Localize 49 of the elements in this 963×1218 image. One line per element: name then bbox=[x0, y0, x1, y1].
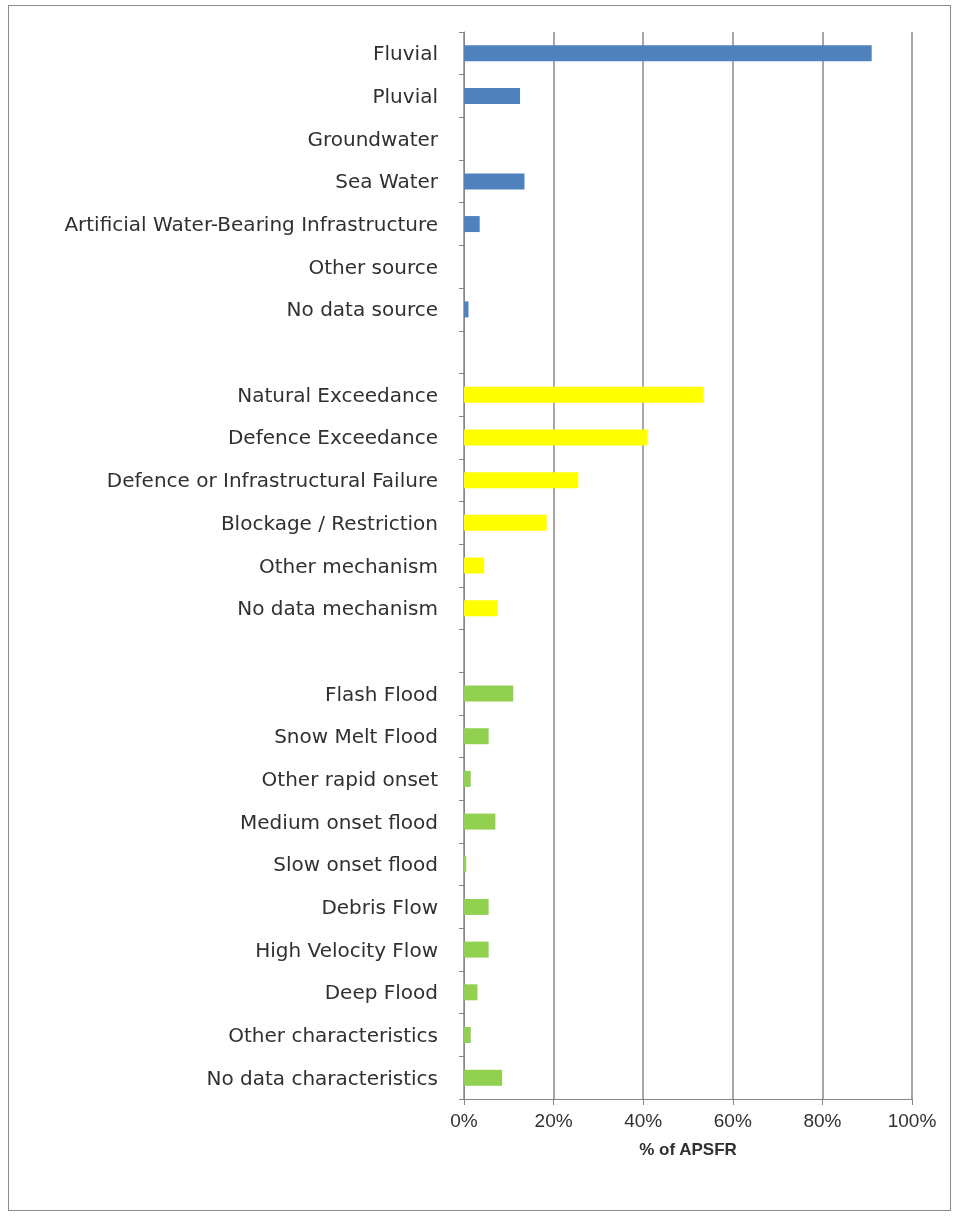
y-tick-label: High Velocity Flow bbox=[255, 937, 438, 962]
y-tick-label: Artificial Water-Bearing Infrastructure bbox=[64, 212, 438, 237]
x-tick-label: 40% bbox=[624, 1110, 663, 1131]
y-tick-label: Other characteristics bbox=[228, 1022, 438, 1047]
x-tick-label: 100% bbox=[887, 1110, 937, 1131]
bar bbox=[464, 813, 496, 830]
y-tick-label: No data characteristics bbox=[206, 1065, 438, 1090]
y-tick-label: Sea Water bbox=[335, 169, 439, 194]
bar bbox=[464, 984, 478, 1001]
y-tick-label: Snow Melt Flood bbox=[274, 724, 438, 749]
bar bbox=[464, 514, 547, 531]
bar bbox=[464, 685, 514, 702]
y-tick-label: No data mechanism bbox=[237, 596, 438, 621]
y-tick-label: Other source bbox=[308, 254, 438, 279]
y-tick-label: Fluvial bbox=[373, 41, 438, 66]
y-tick-label: Slow onset flood bbox=[273, 852, 438, 877]
y-tick-label: Flash Flood bbox=[325, 681, 438, 706]
y-tick-label: No data source bbox=[286, 297, 438, 322]
x-axis-title: % of APSFR bbox=[639, 1140, 737, 1159]
bar bbox=[464, 600, 498, 617]
x-tick-label: 60% bbox=[713, 1110, 752, 1131]
x-tick-label: 80% bbox=[803, 1110, 842, 1131]
y-tick-label: Defence Exceedance bbox=[227, 425, 438, 450]
bar bbox=[464, 386, 704, 403]
y-tick-label: Medium onset flood bbox=[240, 809, 438, 834]
bar bbox=[464, 472, 579, 489]
y-tick-label: Other mechanism bbox=[259, 553, 438, 578]
y-tick-label: Deep Flood bbox=[324, 980, 438, 1005]
bar bbox=[464, 1026, 471, 1043]
bar bbox=[464, 173, 525, 190]
bar bbox=[464, 728, 489, 745]
bar bbox=[464, 1069, 503, 1086]
y-tick-label: Groundwater bbox=[307, 126, 439, 151]
bar bbox=[464, 88, 520, 105]
bar bbox=[464, 45, 872, 62]
bar bbox=[464, 216, 480, 233]
bar bbox=[464, 557, 485, 574]
y-tick-label: Blockage / Restriction bbox=[220, 510, 438, 535]
x-tick-label: 0% bbox=[450, 1110, 478, 1131]
bar bbox=[464, 941, 489, 958]
bar bbox=[464, 770, 471, 787]
bar bbox=[464, 898, 489, 915]
y-tick-label: Debris Flow bbox=[321, 894, 438, 919]
x-tick-label: 20% bbox=[534, 1110, 573, 1131]
y-tick-label: Other rapid onset bbox=[261, 766, 439, 791]
y-tick-label: Natural Exceedance bbox=[237, 382, 438, 407]
bar bbox=[464, 429, 648, 446]
y-tick-label: Defence or Infrastructural Failure bbox=[106, 468, 438, 493]
y-tick-label: Pluvial bbox=[372, 84, 438, 109]
